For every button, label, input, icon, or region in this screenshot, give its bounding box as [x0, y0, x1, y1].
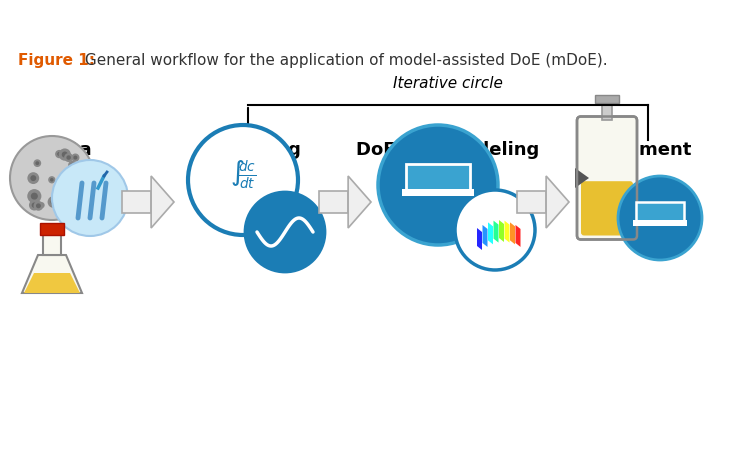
Circle shape [28, 172, 39, 184]
Bar [602, 99, 612, 120]
Circle shape [618, 176, 702, 260]
Polygon shape [510, 222, 515, 244]
Circle shape [68, 161, 77, 170]
Text: Experiment: Experiment [576, 141, 692, 159]
Circle shape [72, 187, 80, 194]
Circle shape [67, 175, 70, 179]
Circle shape [74, 156, 77, 160]
Circle shape [40, 203, 43, 207]
Circle shape [188, 125, 298, 235]
Circle shape [70, 173, 78, 181]
Polygon shape [494, 220, 499, 243]
Polygon shape [24, 273, 80, 293]
Text: DoE and modeling: DoE and modeling [356, 141, 540, 159]
Circle shape [52, 160, 128, 236]
Polygon shape [348, 176, 371, 228]
Bar [595, 94, 619, 103]
Text: $\int \!\! \frac{dc}{dt}$: $\int \!\! \frac{dc}{dt}$ [230, 159, 256, 191]
Circle shape [67, 155, 71, 160]
Circle shape [60, 201, 64, 205]
Polygon shape [546, 176, 569, 228]
Circle shape [31, 193, 38, 200]
Circle shape [378, 125, 498, 245]
Circle shape [68, 184, 82, 198]
Bar [319, 191, 348, 213]
Circle shape [455, 190, 535, 270]
Bar [40, 223, 64, 235]
FancyBboxPatch shape [577, 117, 637, 239]
Polygon shape [488, 222, 493, 244]
Circle shape [36, 203, 41, 208]
Text: Modeling: Modeling [209, 141, 302, 159]
FancyBboxPatch shape [581, 181, 633, 235]
Circle shape [64, 187, 76, 201]
Bar [517, 191, 546, 213]
Circle shape [29, 200, 40, 211]
Polygon shape [499, 220, 504, 242]
Polygon shape [151, 176, 174, 228]
Circle shape [64, 173, 73, 181]
Circle shape [64, 153, 74, 162]
Circle shape [48, 176, 56, 184]
Circle shape [38, 202, 45, 208]
Circle shape [62, 152, 68, 158]
FancyBboxPatch shape [406, 164, 470, 193]
Circle shape [57, 152, 62, 156]
Bar [407, 165, 469, 192]
Circle shape [50, 199, 56, 205]
Circle shape [50, 178, 54, 182]
Circle shape [27, 189, 41, 203]
Polygon shape [22, 255, 82, 293]
Circle shape [47, 196, 59, 208]
Circle shape [34, 159, 41, 167]
Circle shape [10, 136, 94, 220]
Circle shape [30, 175, 36, 181]
Polygon shape [505, 220, 509, 243]
Circle shape [245, 192, 325, 272]
Bar [43, 233, 61, 255]
Polygon shape [477, 228, 482, 250]
Polygon shape [482, 225, 488, 247]
Text: Data: Data [44, 141, 92, 159]
Circle shape [72, 175, 76, 180]
Text: Figure 1:: Figure 1: [18, 53, 95, 68]
Bar [122, 191, 151, 213]
Bar [633, 220, 687, 226]
Circle shape [70, 163, 75, 167]
FancyBboxPatch shape [636, 202, 684, 223]
Circle shape [32, 202, 37, 208]
Polygon shape [515, 225, 520, 247]
Circle shape [34, 201, 44, 211]
Circle shape [55, 150, 64, 158]
Circle shape [58, 199, 66, 207]
Polygon shape [575, 168, 589, 188]
Circle shape [58, 148, 71, 161]
Text: General workflow for the application of model-assisted DoE (mDoE).: General workflow for the application of … [80, 53, 608, 68]
Circle shape [35, 161, 39, 165]
Text: Iterative circle: Iterative circle [393, 76, 503, 91]
Circle shape [67, 191, 74, 198]
Bar [402, 189, 474, 196]
Circle shape [71, 153, 80, 162]
